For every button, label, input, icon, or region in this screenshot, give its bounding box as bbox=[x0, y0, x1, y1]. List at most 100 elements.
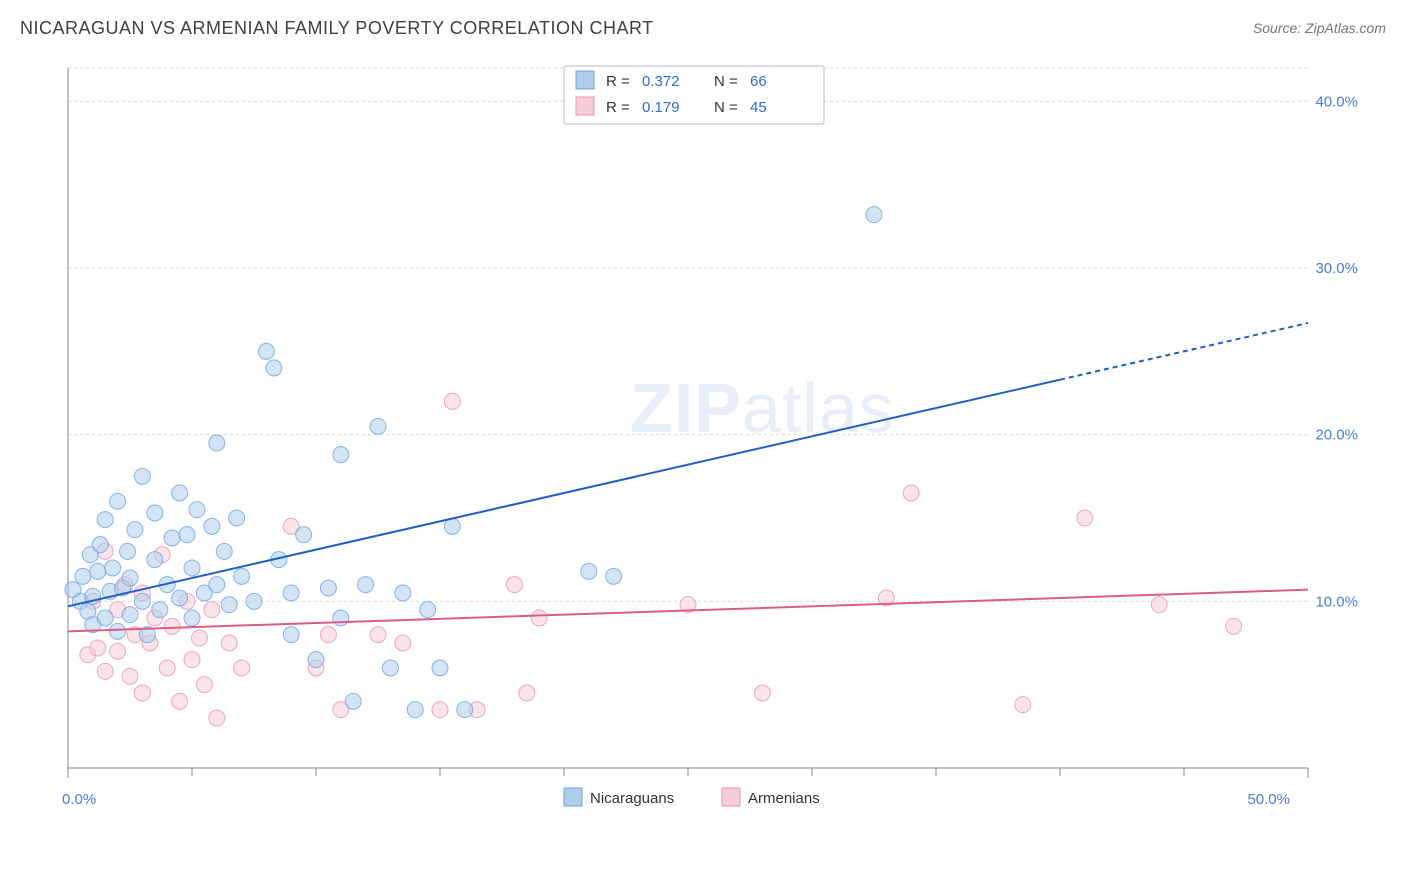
legend-swatch bbox=[564, 788, 582, 806]
scatter-point-series1 bbox=[246, 593, 262, 609]
chart-plot-area: ZIPatlas10.0%20.0%30.0%40.0%0.0%50.0%Fam… bbox=[48, 58, 1368, 828]
scatter-point-series2 bbox=[1077, 510, 1093, 526]
scatter-point-series1 bbox=[283, 585, 299, 601]
scatter-point-series1 bbox=[75, 568, 91, 584]
scatter-point-series2 bbox=[221, 635, 237, 651]
scatter-point-series1 bbox=[333, 447, 349, 463]
scatter-point-series2 bbox=[122, 668, 138, 684]
scatter-point-series1 bbox=[97, 610, 113, 626]
scatter-point-series2 bbox=[97, 663, 113, 679]
scatter-point-series1 bbox=[581, 563, 597, 579]
scatter-point-series1 bbox=[147, 552, 163, 568]
scatter-point-series2 bbox=[531, 610, 547, 626]
scatter-point-series1 bbox=[258, 343, 274, 359]
scatter-point-series2 bbox=[395, 635, 411, 651]
scatter-point-series2 bbox=[90, 640, 106, 656]
scatter-point-series1 bbox=[110, 623, 126, 639]
chart-source: Source: ZipAtlas.com bbox=[1253, 20, 1386, 36]
scatter-point-series2 bbox=[1226, 618, 1242, 634]
legend-r-value: 0.372 bbox=[642, 73, 680, 90]
scatter-point-series1 bbox=[110, 493, 126, 509]
scatter-point-series1 bbox=[395, 585, 411, 601]
scatter-point-series2 bbox=[1151, 597, 1167, 613]
scatter-point-series2 bbox=[506, 577, 522, 593]
scatter-point-series1 bbox=[296, 527, 312, 543]
chart-title: NICARAGUAN VS ARMENIAN FAMILY POVERTY CO… bbox=[20, 18, 654, 38]
scatter-point-series2 bbox=[196, 677, 212, 693]
scatter-point-series2 bbox=[159, 660, 175, 676]
scatter-point-series1 bbox=[134, 593, 150, 609]
scatter-point-series1 bbox=[308, 652, 324, 668]
scatter-point-series1 bbox=[229, 510, 245, 526]
scatter-point-series1 bbox=[152, 602, 168, 618]
legend-n-value: 66 bbox=[750, 73, 767, 90]
scatter-point-series1 bbox=[432, 660, 448, 676]
scatter-point-series1 bbox=[866, 207, 882, 223]
scatter-point-series1 bbox=[234, 568, 250, 584]
scatter-point-series1 bbox=[370, 418, 386, 434]
scatter-point-series1 bbox=[184, 610, 200, 626]
scatter-point-series1 bbox=[204, 518, 220, 534]
y-tick-label: 40.0% bbox=[1315, 93, 1358, 110]
legend-series-label: Nicaraguans bbox=[590, 790, 674, 807]
scatter-point-series2 bbox=[110, 643, 126, 659]
scatter-point-series1 bbox=[105, 560, 121, 576]
scatter-point-series1 bbox=[122, 607, 138, 623]
legend-n-value: 45 bbox=[750, 99, 767, 116]
scatter-point-series1 bbox=[283, 627, 299, 643]
scatter-point-series1 bbox=[221, 597, 237, 613]
svg-text:R =: R = bbox=[606, 73, 630, 90]
legend-swatch bbox=[722, 788, 740, 806]
scatter-point-series1 bbox=[382, 660, 398, 676]
scatter-point-series2 bbox=[209, 710, 225, 726]
scatter-point-series1 bbox=[97, 512, 113, 528]
scatter-point-series1 bbox=[122, 570, 138, 586]
scatter-point-series2 bbox=[1015, 697, 1031, 713]
scatter-point-series2 bbox=[191, 630, 207, 646]
scatter-point-series1 bbox=[358, 577, 374, 593]
scatter-point-series1 bbox=[320, 580, 336, 596]
y-tick-label: 30.0% bbox=[1315, 260, 1358, 277]
scatter-point-series2 bbox=[234, 660, 250, 676]
scatter-point-series1 bbox=[189, 502, 205, 518]
scatter-point-series2 bbox=[184, 652, 200, 668]
legend-swatch bbox=[576, 71, 594, 89]
scatter-point-series1 bbox=[172, 485, 188, 501]
scatter-point-series2 bbox=[432, 702, 448, 718]
x-tick-label: 50.0% bbox=[1247, 791, 1290, 808]
scatter-point-series1 bbox=[407, 702, 423, 718]
y-tick-label: 20.0% bbox=[1315, 427, 1358, 444]
scatter-point-series1 bbox=[184, 560, 200, 576]
scatter-point-series2 bbox=[204, 602, 220, 618]
scatter-point-series2 bbox=[320, 627, 336, 643]
svg-text:N =: N = bbox=[714, 73, 738, 90]
scatter-point-series2 bbox=[444, 393, 460, 409]
svg-text:N =: N = bbox=[714, 99, 738, 116]
scatter-point-series1 bbox=[216, 543, 232, 559]
scatter-point-series1 bbox=[345, 693, 361, 709]
scatter-point-series1 bbox=[266, 360, 282, 376]
scatter-point-series2 bbox=[164, 618, 180, 634]
scatter-point-series1 bbox=[179, 527, 195, 543]
legend-swatch bbox=[576, 97, 594, 115]
scatter-point-series1 bbox=[209, 435, 225, 451]
scatter-point-series1 bbox=[420, 602, 436, 618]
watermark: ZIPatlas bbox=[630, 369, 895, 447]
scatter-point-series1 bbox=[606, 568, 622, 584]
legend-series: NicaraguansArmenians bbox=[564, 788, 820, 807]
scatter-point-series2 bbox=[134, 685, 150, 701]
scatter-point-series2 bbox=[370, 627, 386, 643]
scatter-point-series1 bbox=[120, 543, 136, 559]
legend-r-value: 0.179 bbox=[642, 99, 680, 116]
scatter-point-series1 bbox=[147, 505, 163, 521]
scatter-point-series1 bbox=[164, 530, 180, 546]
y-tick-label: 10.0% bbox=[1315, 593, 1358, 610]
trendline-series1-extrapolated bbox=[1060, 323, 1308, 380]
scatter-point-series2 bbox=[172, 693, 188, 709]
legend-stats: R =0.372N =66R =0.179N =45 bbox=[564, 66, 824, 124]
scatter-point-series1 bbox=[172, 590, 188, 606]
scatter-point-series2 bbox=[519, 685, 535, 701]
scatter-point-series2 bbox=[903, 485, 919, 501]
scatter-point-series1 bbox=[92, 537, 108, 553]
scatter-point-series1 bbox=[134, 468, 150, 484]
